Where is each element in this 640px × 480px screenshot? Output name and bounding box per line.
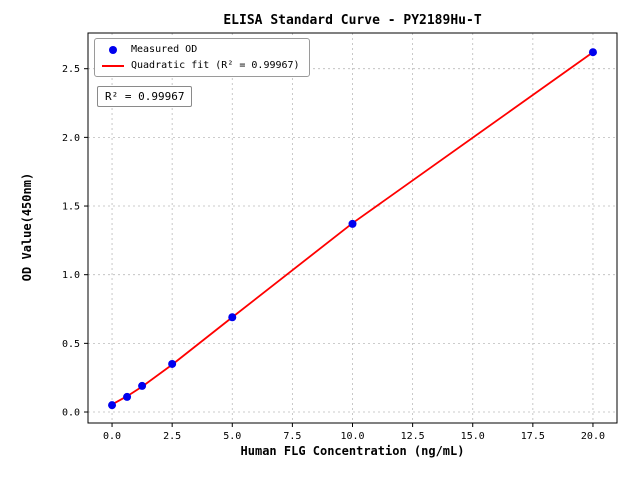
svg-text:10.0: 10.0 — [340, 431, 364, 442]
svg-text:2.5: 2.5 — [163, 431, 181, 442]
svg-text:5.0: 5.0 — [223, 431, 241, 442]
legend-label-quadratic-fit: Quadratic fit (R² = 0.99967) — [131, 60, 300, 71]
svg-text:0.0: 0.0 — [62, 408, 80, 419]
y-axis-label: OD Value(450nm) — [20, 172, 34, 282]
legend-label-measured-od: Measured OD — [131, 44, 198, 55]
svg-text:2.5: 2.5 — [62, 64, 80, 75]
x-axis-label: Human FLG Concentration (ng/mL) — [240, 444, 465, 458]
r-squared-annotation: R² = 0.99967 — [97, 86, 193, 107]
svg-text:15.0: 15.0 — [461, 431, 485, 442]
svg-text:7.5: 7.5 — [283, 431, 301, 442]
svg-text:2.0: 2.0 — [62, 133, 80, 144]
chart-title: ELISA Standard Curve - PY2189Hu-T — [223, 13, 482, 28]
svg-text:0.0: 0.0 — [103, 431, 121, 442]
svg-text:1.5: 1.5 — [62, 202, 80, 213]
legend-item-measured-od: Measured OD — [102, 44, 300, 55]
line-marker-icon — [102, 64, 124, 67]
svg-text:12.5: 12.5 — [401, 431, 425, 442]
svg-text:0.5: 0.5 — [62, 339, 80, 350]
legend-item-quadratic-fit: Quadratic fit (R² = 0.99967) — [102, 60, 300, 71]
svg-text:17.5: 17.5 — [521, 431, 545, 442]
svg-text:20.0: 20.0 — [581, 431, 605, 442]
scatter-marker-icon — [109, 45, 117, 54]
legend: Measured OD Quadratic fit (R² = 0.99967) — [94, 38, 310, 77]
svg-text:1.0: 1.0 — [62, 270, 80, 281]
